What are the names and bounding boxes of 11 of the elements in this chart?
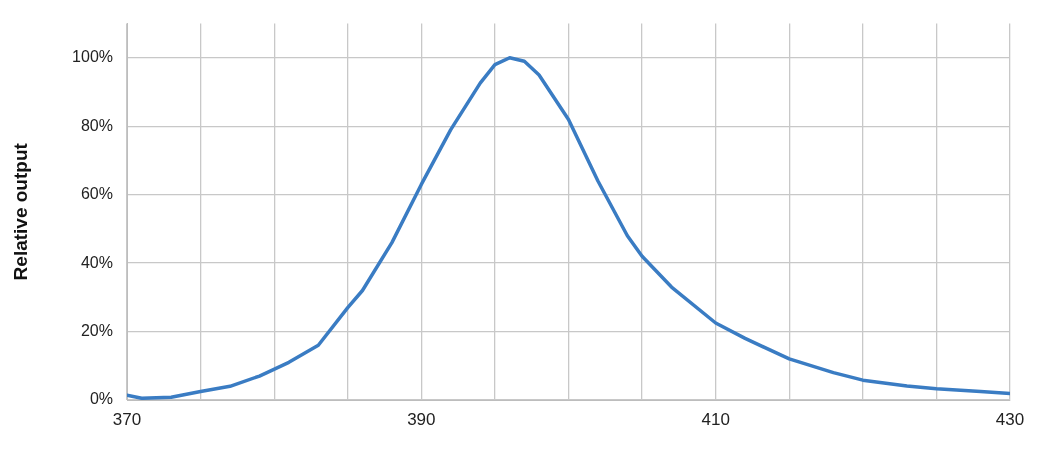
y-axis-title: Relative output <box>9 142 31 281</box>
y-tick-label: 20% <box>80 321 113 339</box>
y-tick-label: 60% <box>80 185 113 203</box>
x-tick-label: 430 <box>995 409 1025 429</box>
x-tick-label: 410 <box>701 409 730 429</box>
x-tick-label: 370 <box>112 409 142 429</box>
y-tick-label: 100% <box>72 48 113 66</box>
y-tick-label: 80% <box>80 116 113 134</box>
x-tick-label: 390 <box>407 409 436 429</box>
y-tick-label: 0% <box>89 390 113 408</box>
y-tick-label: 40% <box>80 253 113 271</box>
